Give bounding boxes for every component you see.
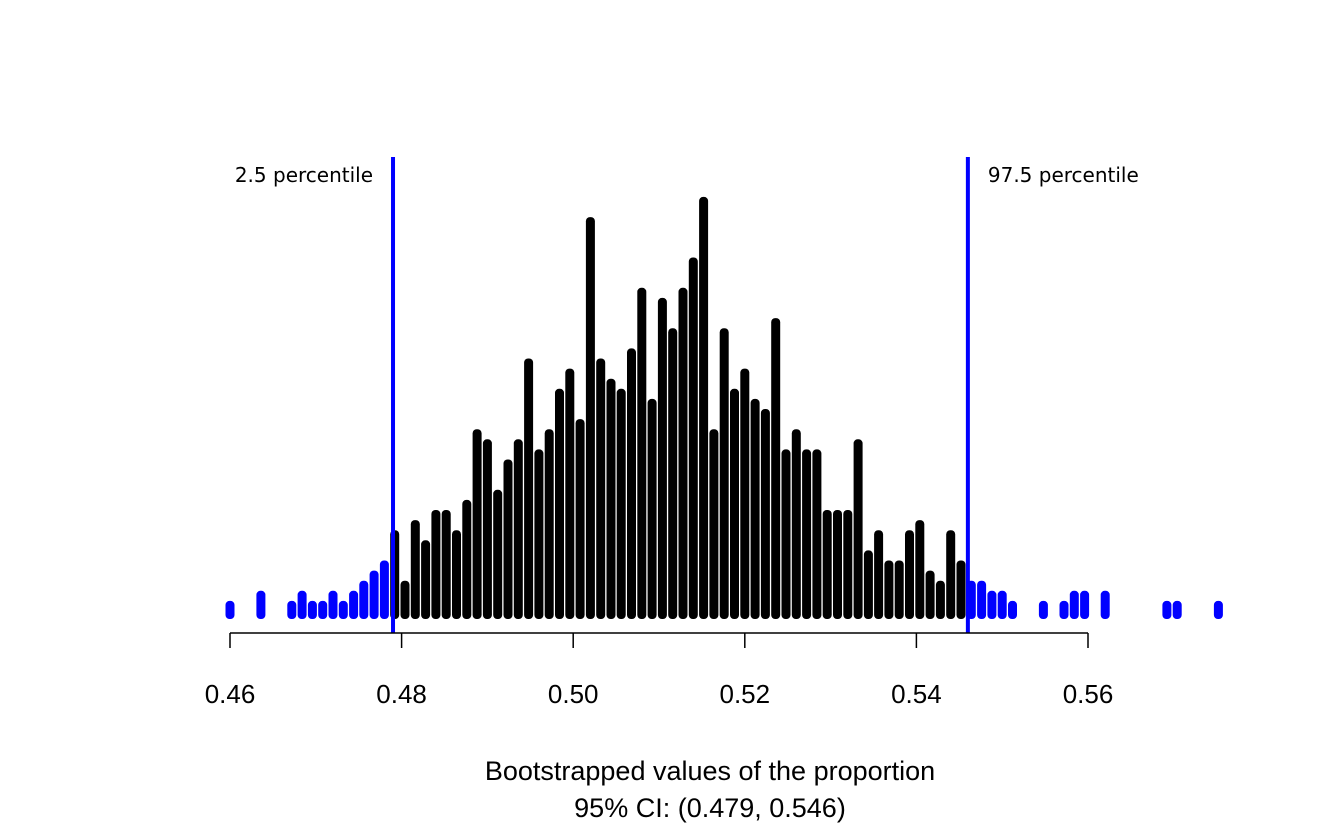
histogram-bar — [760, 409, 770, 619]
histogram-bar — [400, 580, 410, 619]
histogram-bar — [915, 520, 925, 619]
histogram-bar — [338, 600, 348, 619]
histogram-bar — [462, 499, 472, 619]
histogram-bar — [833, 510, 842, 619]
histogram-bar — [935, 580, 945, 619]
histogram-bar — [1100, 590, 1110, 619]
x-tick-label: 0.52 — [719, 679, 770, 709]
histogram-bar — [225, 600, 235, 619]
histogram-bar — [307, 600, 317, 619]
histogram-bar — [740, 368, 750, 619]
histogram-bar — [318, 600, 328, 619]
histogram-bar — [256, 590, 266, 619]
histogram-bar — [647, 398, 657, 619]
upper-percentile-label: 97.5 percentile — [988, 163, 1139, 187]
histogram-bar — [555, 388, 564, 619]
histogram-bar — [524, 358, 534, 619]
histogram-bar — [1172, 600, 1182, 619]
histogram-bar — [349, 590, 359, 619]
histogram-bar — [379, 560, 389, 619]
histogram-bar — [843, 510, 853, 619]
histogram-bar — [781, 449, 791, 619]
histogram-bar — [534, 449, 544, 619]
histogram-bar — [956, 560, 966, 619]
cutoff-lines-group — [391, 157, 970, 633]
histogram-bar — [1069, 590, 1079, 619]
histogram-bar — [987, 590, 997, 619]
histogram-bar — [575, 419, 585, 619]
histogram-bar — [699, 196, 709, 619]
histogram-bar — [997, 590, 1007, 619]
histogram-bar — [730, 388, 739, 619]
histogram-bar — [812, 449, 822, 619]
histogram-bar — [822, 510, 832, 619]
histogram-bar — [894, 560, 904, 619]
histogram-bar — [544, 429, 554, 619]
histogram-bar — [750, 398, 760, 619]
histogram-bar — [802, 449, 812, 619]
histogram-bar — [596, 358, 606, 619]
histogram-bar — [493, 489, 503, 619]
histogram-bar — [452, 530, 461, 619]
histogram-bar — [771, 318, 781, 619]
histogram-bar — [287, 600, 297, 619]
histogram-bar — [369, 570, 379, 619]
histogram-bar — [1162, 600, 1172, 619]
histogram-bar — [297, 590, 307, 619]
histogram-bar — [1080, 590, 1090, 619]
histogram-bar — [503, 459, 513, 619]
histogram-bar — [946, 530, 956, 619]
histogram-bar — [688, 257, 698, 619]
ci-subtitle: 95% CI: (0.479, 0.546) — [574, 793, 846, 823]
histogram-bar — [925, 570, 935, 619]
histogram-bar — [853, 439, 863, 619]
histogram-bar — [668, 328, 678, 619]
histogram-bar — [482, 439, 492, 619]
histogram-bar — [863, 550, 873, 619]
histogram-bar — [328, 590, 338, 619]
x-tick-label: 0.48 — [376, 679, 427, 709]
x-tick-label: 0.56 — [1063, 679, 1114, 709]
histogram-bar — [565, 368, 575, 619]
histogram-bar — [410, 520, 420, 619]
histogram-bar — [606, 378, 616, 619]
lower-percentile-label: 2.5 percentile — [235, 163, 373, 187]
histogram-bar — [431, 510, 441, 619]
histogram-bar — [513, 439, 523, 619]
histogram-bar — [977, 580, 987, 619]
x-tick-label: 0.46 — [205, 679, 256, 709]
histogram-bar — [616, 388, 626, 619]
histogram-bar — [472, 429, 482, 619]
histogram-bar — [585, 217, 595, 619]
x-axis-title: Bootstrapped values of the proportion — [485, 756, 935, 786]
histogram-bar — [1213, 600, 1223, 619]
x-axis: 0.46 0.48 0.50 0.52 0.54 0.56 — [205, 632, 1114, 709]
bars-group — [225, 196, 1223, 619]
histogram-bar — [637, 287, 647, 619]
histogram-bar — [421, 540, 431, 619]
histogram-bar — [627, 348, 636, 619]
x-tick-label: 0.54 — [891, 679, 942, 709]
histogram-bar — [791, 429, 801, 619]
histogram-bar — [874, 530, 884, 619]
histogram-bar — [1059, 600, 1069, 619]
histogram-bar — [719, 328, 729, 619]
histogram-bar — [1008, 600, 1017, 619]
histogram-bar — [359, 580, 369, 619]
histogram-bar — [441, 510, 451, 619]
histogram-bar — [884, 560, 894, 619]
histogram-bar — [709, 429, 719, 619]
histogram-bar — [657, 297, 667, 619]
histogram-bar — [678, 287, 688, 619]
histogram-bar — [905, 530, 914, 619]
histogram-bar — [1038, 600, 1048, 619]
x-tick-label: 0.50 — [548, 679, 599, 709]
